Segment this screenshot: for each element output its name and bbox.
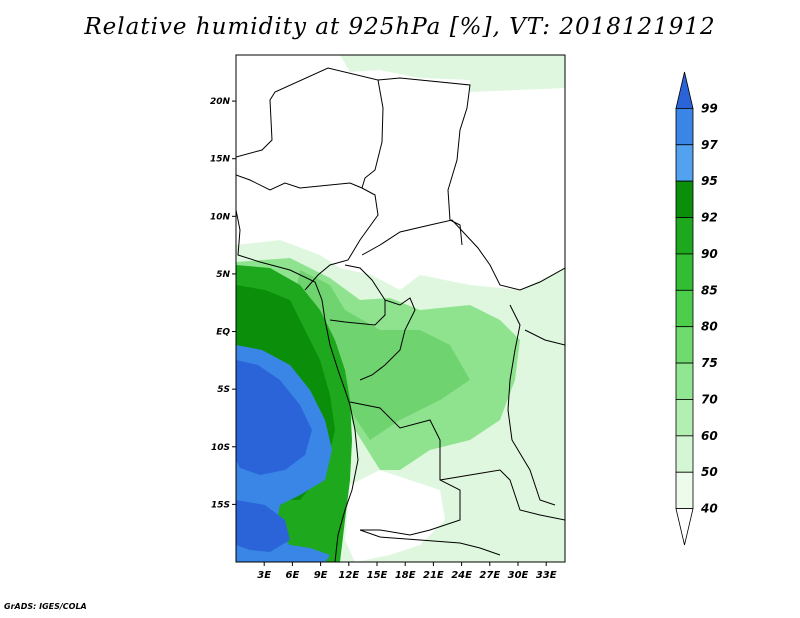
border-tanzania bbox=[524, 329, 565, 346]
lon-tick-label: 12E bbox=[338, 570, 359, 581]
lon-tick-label: 24E bbox=[451, 570, 472, 581]
border-congo bbox=[359, 297, 416, 381]
legend-swatch bbox=[675, 107, 694, 146]
longitude-axis: 3E 6E 9E 12E 15E 18E 21E 24E 27E 30E 33E bbox=[257, 562, 557, 581]
legend-swatch bbox=[675, 399, 694, 437]
border-car bbox=[361, 219, 565, 291]
lon-tick-label: 15E bbox=[367, 570, 388, 581]
lon-tick-label: 27E bbox=[479, 570, 500, 581]
legend-swatch bbox=[675, 326, 694, 364]
lat-tick-label: 5N bbox=[216, 270, 230, 280]
legend-swatch bbox=[675, 471, 694, 510]
legend-swatch bbox=[675, 362, 694, 400]
lat-tick-label: 15N bbox=[210, 155, 231, 165]
humidity-field-south-dry bbox=[345, 470, 445, 562]
legend-level-label: 99 bbox=[701, 101, 718, 115]
legend-level-label: 85 bbox=[701, 283, 718, 297]
lon-tick-label: 3E bbox=[257, 570, 271, 581]
lon-tick-label: 18E bbox=[395, 570, 416, 581]
legend-swatch bbox=[675, 144, 694, 182]
legend-level-label: 50 bbox=[701, 465, 718, 479]
legend-swatch bbox=[675, 217, 694, 255]
border-cameroon bbox=[329, 264, 386, 326]
lat-tick-label: 10S bbox=[211, 443, 230, 453]
lat-tick-label: 20N bbox=[210, 97, 231, 107]
humidity-field-congo bbox=[290, 270, 470, 440]
legend-swatch bbox=[675, 435, 694, 473]
border-nigeria bbox=[236, 174, 379, 291]
border-angola bbox=[349, 401, 461, 536]
latitude-axis: 20N 15N 10N 5N EQ 5S 10S 15S bbox=[210, 97, 236, 510]
lon-tick-label: 21E bbox=[423, 570, 444, 581]
lat-tick-label: 15S bbox=[211, 500, 230, 510]
legend-level-label: 90 bbox=[701, 247, 718, 261]
border-drc-east bbox=[507, 304, 556, 506]
humidity-fields bbox=[236, 55, 565, 562]
lon-tick-label: 30E bbox=[508, 570, 529, 581]
legend-labels: 99 97 95 92 90 85 80 75 70 60 50 40 bbox=[700, 101, 718, 515]
legend-level-label: 92 bbox=[701, 211, 718, 225]
border-zambia bbox=[439, 469, 565, 521]
legend-level-label: 97 bbox=[701, 138, 718, 152]
lon-tick-label: 33E bbox=[536, 570, 557, 581]
legend-bottom-arrow bbox=[675, 508, 694, 546]
country-borders bbox=[236, 67, 565, 562]
legend-level-label: 40 bbox=[700, 502, 718, 516]
legend-swatch bbox=[675, 253, 694, 291]
legend-top-arrow bbox=[675, 71, 694, 109]
lat-tick-label: 10N bbox=[210, 212, 231, 222]
legend-bar bbox=[675, 71, 694, 546]
coastline-west bbox=[236, 209, 359, 562]
legend-swatch bbox=[675, 289, 694, 328]
chart-title: Relative humidity at 925hPa [%], VT: 201… bbox=[84, 14, 716, 40]
lon-tick-label: 9E bbox=[314, 570, 328, 581]
legend-level-label: 95 bbox=[701, 174, 718, 188]
lat-tick-label: 5S bbox=[217, 385, 230, 395]
legend-level-label: 75 bbox=[701, 356, 718, 370]
legend-level-label: 60 bbox=[701, 429, 718, 443]
legend-level-label: 70 bbox=[701, 392, 718, 406]
humidity-field-blue-south bbox=[236, 500, 290, 552]
grads-credit: GrADS: IGES/COLA bbox=[4, 602, 87, 611]
border-namibia bbox=[359, 529, 501, 556]
humidity-field-north-strip bbox=[340, 55, 565, 92]
humidity-field-blue-deep bbox=[236, 360, 312, 475]
map-frame bbox=[235, 54, 566, 563]
lon-tick-label: 6E bbox=[286, 570, 300, 581]
lat-tick-label: EQ bbox=[216, 328, 230, 338]
legend-level-label: 80 bbox=[701, 320, 718, 334]
border-niger-chad bbox=[236, 67, 384, 189]
legend-swatch bbox=[675, 180, 694, 218]
